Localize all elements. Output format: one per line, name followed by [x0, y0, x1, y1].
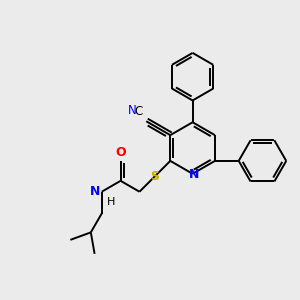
- Text: N: N: [188, 168, 199, 181]
- Text: C: C: [134, 105, 142, 118]
- Text: N: N: [128, 104, 136, 117]
- Text: O: O: [115, 146, 126, 159]
- Text: N: N: [90, 185, 101, 198]
- Text: S: S: [150, 170, 159, 183]
- Text: H: H: [107, 197, 115, 207]
